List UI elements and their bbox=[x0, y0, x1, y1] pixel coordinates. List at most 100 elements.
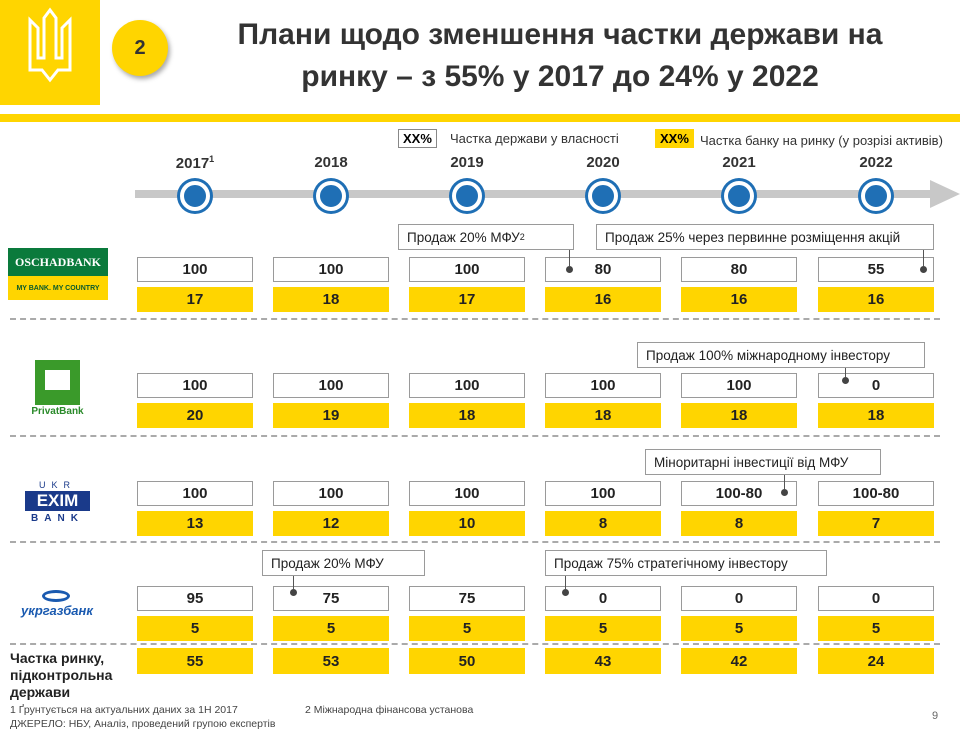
note-text: Продаж 20% МФУ bbox=[407, 229, 520, 245]
note-text: Продаж 75% стратегічному інвестору bbox=[554, 555, 788, 571]
note-dot bbox=[781, 489, 788, 496]
state-share-cell: 100 bbox=[273, 257, 389, 282]
state-share-cell: 100 bbox=[681, 373, 797, 398]
market-share-cell: 5 bbox=[273, 616, 389, 641]
state-share-cell: 100-80 bbox=[818, 481, 934, 506]
note-text: Міноритарні інвестиції від МФУ bbox=[654, 454, 849, 470]
state-share-cell: 100 bbox=[409, 257, 525, 282]
note-box: Продаж 20% МФУ 2 bbox=[398, 224, 574, 250]
state-share-cell: 100 bbox=[137, 257, 253, 282]
row-separator bbox=[10, 643, 940, 645]
year-label: 2018 bbox=[291, 154, 371, 171]
oschadbank-logo: OSCHADBANK bbox=[8, 248, 108, 276]
note-box: Продаж 25% через первинне розміщення акц… bbox=[596, 224, 934, 250]
note-connector bbox=[293, 576, 294, 589]
market-share-cell: 18 bbox=[818, 403, 934, 428]
note-box: Продаж 75% стратегічному інвестору bbox=[545, 550, 827, 576]
market-share-cell: 19 bbox=[273, 403, 389, 428]
header-bar bbox=[0, 114, 960, 122]
timeline-arrow bbox=[135, 180, 960, 208]
timeline-node bbox=[316, 181, 346, 211]
market-share-cell: 5 bbox=[409, 616, 525, 641]
footnote-ref: 2 bbox=[519, 232, 525, 242]
state-share-cell: 100 bbox=[273, 373, 389, 398]
note-dot bbox=[566, 266, 573, 273]
market-share-cell: 5 bbox=[681, 616, 797, 641]
note-connector bbox=[784, 475, 785, 489]
market-share-cell: 20 bbox=[137, 403, 253, 428]
year-text: 2021 bbox=[722, 154, 756, 171]
state-share-cell: 100-80 bbox=[681, 481, 797, 506]
market-share-cell: 17 bbox=[137, 287, 253, 312]
market-share-cell: 18 bbox=[681, 403, 797, 428]
note-text: Продаж 25% через первинне розміщення акц… bbox=[605, 229, 901, 245]
note-connector bbox=[845, 368, 846, 377]
year-text: 2020 bbox=[586, 154, 620, 171]
note-dot bbox=[562, 589, 569, 596]
page-number: 9 bbox=[932, 710, 939, 722]
note-connector bbox=[923, 250, 924, 266]
market-share-cell: 8 bbox=[681, 511, 797, 536]
footnote: 1 Ґрунтується на актуальних даних за 1Н … bbox=[10, 704, 238, 716]
row-separator bbox=[10, 435, 940, 437]
state-share-cell: 0 bbox=[681, 586, 797, 611]
state-share-cell: 95 bbox=[137, 586, 253, 611]
timeline-node bbox=[861, 181, 891, 211]
year-text: 2022 bbox=[859, 154, 893, 171]
note-box: Міноритарні інвестиції від МФУ bbox=[645, 449, 881, 475]
title-line: ринку – з 55% у 2017 до 24% у 2022 bbox=[301, 60, 819, 93]
total-cell: 55 bbox=[137, 648, 253, 674]
state-share-cell: 100 bbox=[137, 481, 253, 506]
year-label: 20171 bbox=[155, 154, 235, 172]
note-text: Продаж 100% міжнародному інвестору bbox=[646, 347, 891, 363]
state-share-cell: 100 bbox=[409, 373, 525, 398]
state-share-cell: 100 bbox=[545, 373, 661, 398]
market-share-cell: 12 bbox=[273, 511, 389, 536]
eximbank-logo-top: UKR bbox=[38, 480, 76, 490]
state-share-cell: 100 bbox=[137, 373, 253, 398]
section-badge: 2 bbox=[112, 20, 168, 76]
footnote: 2 Міжнародна фінансова установа bbox=[305, 704, 474, 716]
state-share-cell: 100 bbox=[545, 481, 661, 506]
oschadbank-tagline: MY BANK. MY COUNTRY bbox=[8, 276, 108, 300]
market-share-cell: 18 bbox=[273, 287, 389, 312]
market-share-cell: 18 bbox=[545, 403, 661, 428]
total-cell: 50 bbox=[409, 648, 525, 674]
legend-key: XX% bbox=[398, 129, 437, 148]
market-share-cell: 18 bbox=[409, 403, 525, 428]
state-share-cell: 0 bbox=[818, 373, 934, 398]
total-cell: 53 bbox=[273, 648, 389, 674]
timeline-node bbox=[588, 181, 618, 211]
year-label: 2020 bbox=[563, 154, 643, 171]
ukrgasbank-logo-text: укргазбанк bbox=[21, 603, 93, 618]
note-dot bbox=[842, 377, 849, 384]
legend-label: Частка держави у власності bbox=[450, 131, 619, 146]
legend-label: Частка банку на ринку (у розрізі активів… bbox=[700, 133, 943, 148]
total-cell: 42 bbox=[681, 648, 797, 674]
note-text: Продаж 20% МФУ bbox=[271, 555, 384, 571]
year-text: 2019 bbox=[450, 154, 484, 171]
year-text: 2018 bbox=[314, 154, 348, 171]
title-line: Плани щодо зменшення частки держави на bbox=[237, 18, 883, 51]
state-share-cell: 75 bbox=[409, 586, 525, 611]
market-share-cell: 17 bbox=[409, 287, 525, 312]
source: ДЖЕРЕЛО: НБУ, Аналіз, проведений групою … bbox=[10, 718, 276, 730]
note-dot bbox=[920, 266, 927, 273]
timeline-node bbox=[724, 181, 754, 211]
note-box: Продаж 20% МФУ bbox=[262, 550, 425, 576]
year-label: 2022 bbox=[836, 154, 916, 171]
footnote-ref: 1 bbox=[209, 154, 215, 164]
privatbank-logo-text: PrivatBank bbox=[31, 406, 84, 417]
total-cell: 24 bbox=[818, 648, 934, 674]
eximbank-logo-main: EXIM bbox=[25, 491, 90, 511]
eximbank-logo-bottom: BANK bbox=[31, 513, 84, 524]
market-share-cell: 16 bbox=[545, 287, 661, 312]
state-share-cell: 55 bbox=[818, 257, 934, 282]
market-share-cell: 16 bbox=[681, 287, 797, 312]
market-share-cell: 5 bbox=[137, 616, 253, 641]
year-text: 2017 bbox=[175, 155, 210, 172]
privatbank-logo-inner bbox=[45, 370, 70, 390]
note-box: Продаж 100% міжнародному інвестору bbox=[637, 342, 925, 368]
market-share-cell: 13 bbox=[137, 511, 253, 536]
